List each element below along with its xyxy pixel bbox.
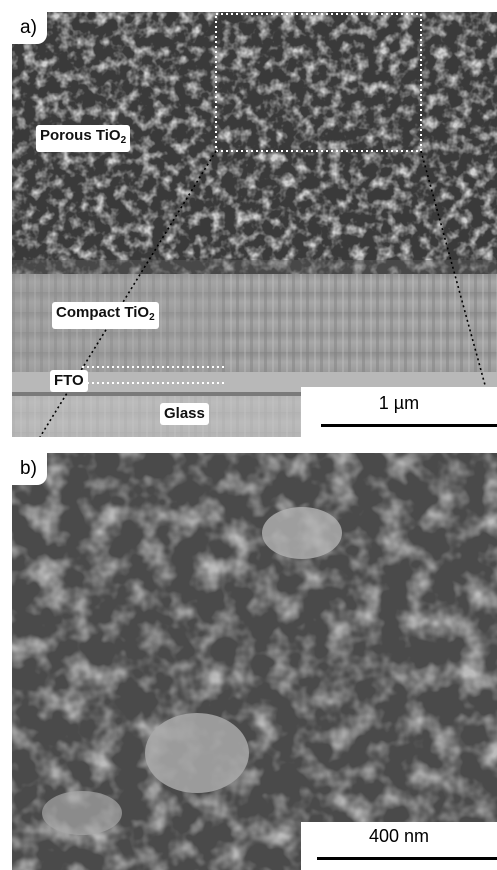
sem-cross-section-image [12,12,497,437]
zoom-guide-line-right [420,150,486,386]
fto-label: FTO [50,370,88,392]
scale-bar-box-b: 400 nm [301,822,497,870]
porous-tio2-label: Porous TiO2 [36,125,131,152]
compact-tio2-label: Compact TiO2 [52,302,159,329]
panel-a-tag: a) [12,12,47,44]
glass-label: Glass [160,403,209,425]
panel-b-tag: b) [12,453,47,485]
sem-panel-a: a) Porous TiO2 Compact TiO2 FTO Glass 1 … [12,12,497,437]
zoom-region-box [215,13,422,152]
scale-bar-box-a: 1 µm [301,387,497,437]
scale-label-b: 400 nm [368,826,430,846]
scale-label-a: 1 µm [378,393,420,413]
sem-panel-b: b) 400 nm [12,453,497,870]
sem-zoom-image [12,453,497,870]
scale-bar-b [317,857,497,860]
scale-bar-a [321,424,497,427]
zoom-guide-line-left [39,150,217,437]
